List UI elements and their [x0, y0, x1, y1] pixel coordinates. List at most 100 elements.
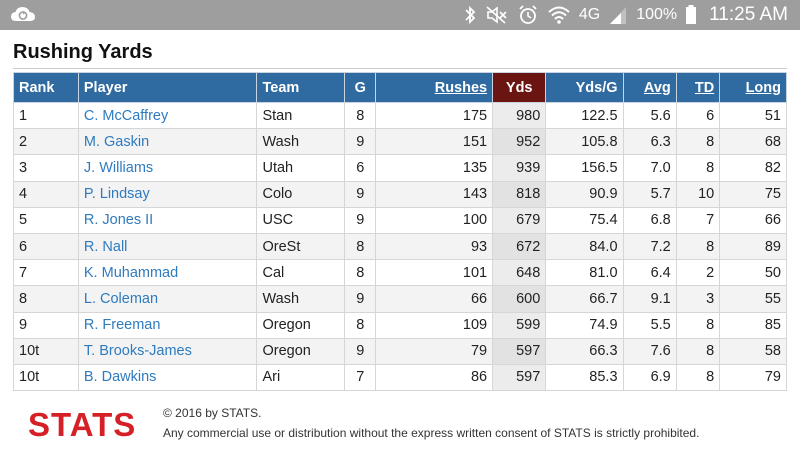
- yds-cell: 599: [492, 311, 547, 339]
- player-link[interactable]: R. Freeman: [77, 311, 258, 339]
- rushes-cell: 100: [375, 206, 494, 234]
- team-cell: Ari: [256, 363, 346, 392]
- long-cell: 82: [719, 154, 787, 182]
- team-cell: Wash: [256, 285, 346, 313]
- rank-cell: 3: [13, 154, 79, 182]
- player-link[interactable]: M. Gaskin: [77, 128, 258, 156]
- table-row: 10t B. Dawkins Ari 7 86 597 85.3 6.9 8 7…: [13, 363, 787, 392]
- td-cell: 7: [675, 206, 721, 234]
- games-cell: 8: [344, 232, 377, 261]
- td-cell: 3: [675, 285, 721, 313]
- long-cell: 68: [719, 128, 787, 156]
- yds-cell: 952: [492, 128, 547, 156]
- rushes-cell: 101: [375, 259, 494, 287]
- avg-cell: 7.6: [622, 337, 677, 365]
- games-cell: 8: [344, 259, 377, 287]
- player-link[interactable]: K. Muhammad: [77, 259, 258, 287]
- games-cell: 7: [344, 363, 377, 392]
- rank-cell: 9: [13, 311, 79, 339]
- sort-avg-link[interactable]: Avg: [622, 72, 677, 103]
- player-link[interactable]: P. Lindsay: [77, 180, 258, 208]
- avg-cell: 5.6: [622, 101, 677, 130]
- avg-cell: 5.5: [622, 311, 677, 339]
- sort-yds-header[interactable]: Yds: [492, 72, 547, 103]
- yds-per-game-cell: 66.3: [545, 337, 624, 365]
- td-cell: 8: [675, 311, 721, 339]
- table-row: 5 R. Jones II USC 9 100 679 75.4 6.8 7 6…: [13, 206, 787, 234]
- stats-logo: STATS: [28, 405, 137, 444]
- games-cell: 9: [344, 206, 377, 234]
- yds-cell: 980: [492, 101, 547, 130]
- yds-cell: 939: [492, 154, 547, 182]
- battery-percent: 100%: [636, 6, 678, 23]
- header-team: Team: [256, 72, 346, 103]
- td-cell: 6: [675, 101, 721, 130]
- rushing-yards-table: Rank Player Team G Rushes Yds Yds/G Avg …: [13, 72, 787, 392]
- long-cell: 58: [719, 337, 787, 365]
- team-cell: OreSt: [256, 232, 346, 261]
- yds-cell: 672: [492, 232, 547, 261]
- rushes-cell: 79: [375, 337, 494, 365]
- header-rank: Rank: [13, 72, 79, 103]
- yds-cell: 597: [492, 337, 547, 365]
- wifi-icon: [547, 4, 571, 26]
- yds-per-game-cell: 84.0: [545, 232, 624, 261]
- rushes-cell: 135: [375, 154, 494, 182]
- status-icons: 4G 100% 11:25 AM: [463, 0, 788, 30]
- clock: 11:25 AM: [709, 4, 788, 25]
- bluetooth-icon: [463, 4, 477, 26]
- sort-td-link[interactable]: TD: [675, 72, 721, 103]
- player-link[interactable]: L. Coleman: [77, 285, 258, 313]
- yds-cell: 648: [492, 259, 547, 287]
- header-td-label: TD: [694, 79, 715, 96]
- avg-cell: 6.4: [622, 259, 677, 287]
- team-cell: Wash: [256, 128, 346, 156]
- games-cell: 9: [344, 285, 377, 313]
- games-cell: 9: [344, 337, 377, 365]
- team-cell: Oregon: [256, 311, 346, 339]
- table-row: 4 P. Lindsay Colo 9 143 818 90.9 5.7 10 …: [13, 180, 787, 208]
- yds-per-game-cell: 66.7: [545, 285, 624, 313]
- long-cell: 85: [719, 311, 787, 339]
- table-row: 10t T. Brooks-James Oregon 9 79 597 66.3…: [13, 337, 787, 365]
- yds-cell: 818: [492, 180, 547, 208]
- player-link[interactable]: R. Nall: [77, 232, 258, 261]
- player-link[interactable]: R. Jones II: [77, 206, 258, 234]
- games-cell: 9: [344, 128, 377, 156]
- td-cell: 8: [675, 363, 721, 392]
- table-row: 2 M. Gaskin Wash 9 151 952 105.8 6.3 8 6…: [13, 128, 787, 156]
- yds-per-game-cell: 75.4: [545, 206, 624, 234]
- team-cell: Utah: [256, 154, 346, 182]
- long-cell: 51: [719, 101, 787, 130]
- avg-cell: 5.7: [622, 180, 677, 208]
- team-cell: Stan: [256, 101, 346, 130]
- td-cell: 2: [675, 259, 721, 287]
- network-type-label: 4G: [578, 6, 601, 23]
- avg-cell: 6.9: [622, 363, 677, 392]
- header-avg-label: Avg: [643, 79, 671, 96]
- sort-rushes-link[interactable]: Rushes: [375, 72, 494, 103]
- team-cell: USC: [256, 206, 346, 234]
- table-header-row: Rank Player Team G Rushes Yds Yds/G Avg …: [13, 72, 787, 103]
- yds-per-game-cell: 105.8: [545, 128, 624, 156]
- long-cell: 55: [719, 285, 787, 313]
- player-link[interactable]: J. Williams: [77, 154, 258, 182]
- disclaimer-text: Any commercial use or distribution witho…: [163, 426, 700, 440]
- team-cell: Cal: [256, 259, 346, 287]
- rushes-cell: 151: [375, 128, 494, 156]
- player-link[interactable]: B. Dawkins: [77, 363, 258, 392]
- title-divider: [13, 68, 787, 69]
- table-row: 1 C. McCaffrey Stan 8 175 980 122.5 5.6 …: [13, 101, 787, 130]
- td-cell: 10: [675, 180, 721, 208]
- rushes-cell: 109: [375, 311, 494, 339]
- games-cell: 6: [344, 154, 377, 182]
- cloud-sync-icon: [10, 4, 36, 26]
- sort-long-link[interactable]: Long: [719, 72, 787, 103]
- battery-icon: [685, 4, 697, 26]
- rushes-cell: 86: [375, 363, 494, 392]
- rank-cell: 4: [13, 180, 79, 208]
- player-link[interactable]: T. Brooks-James: [77, 337, 258, 365]
- player-link[interactable]: C. McCaffrey: [77, 101, 258, 130]
- yds-per-game-cell: 81.0: [545, 259, 624, 287]
- copyright-text: © 2016 by STATS.: [163, 406, 262, 420]
